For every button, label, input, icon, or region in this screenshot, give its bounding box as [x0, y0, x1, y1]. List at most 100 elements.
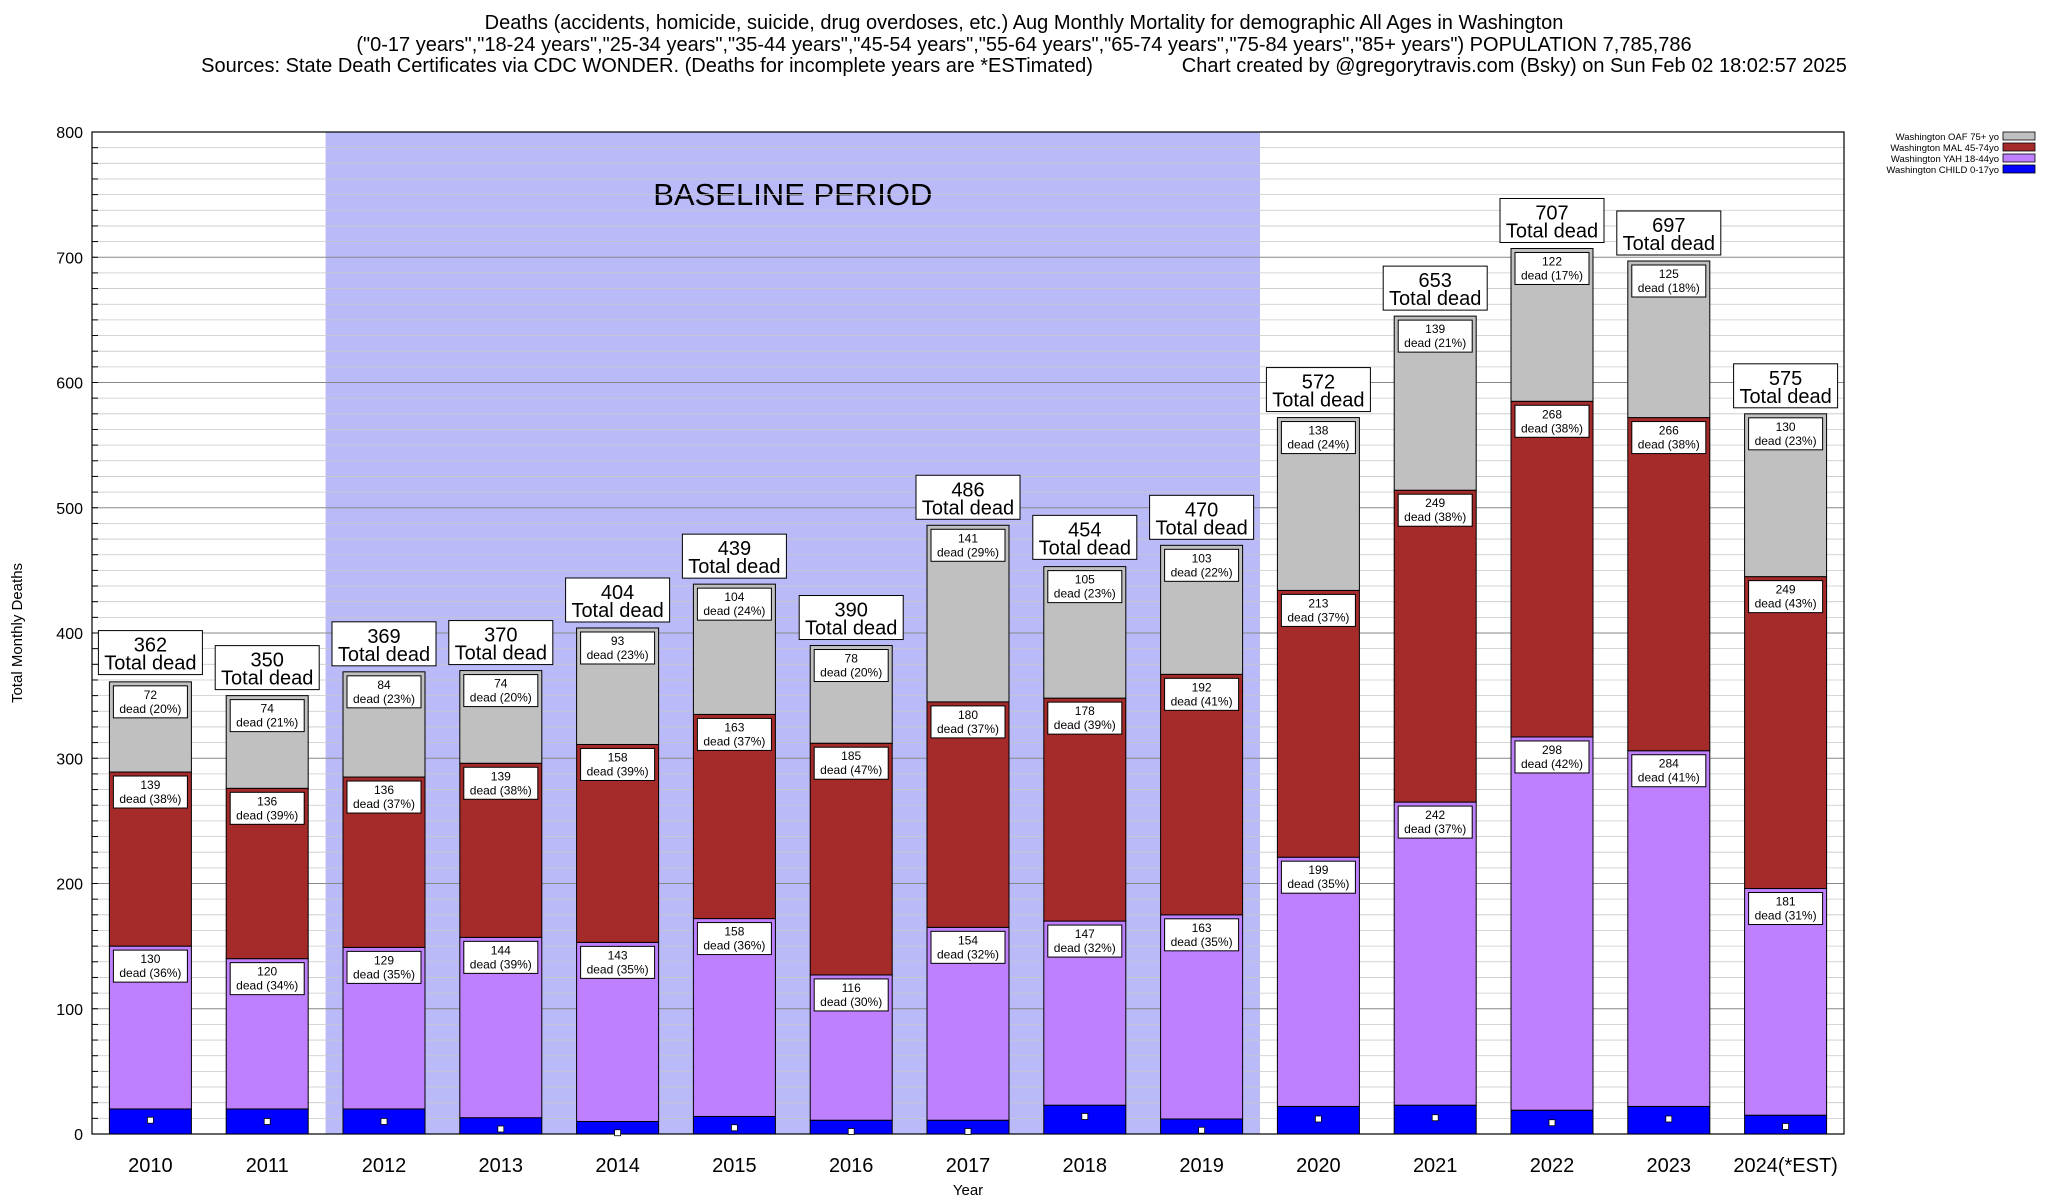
- segment-label-pct: dead (36%): [703, 939, 765, 953]
- total-label-box: [1616, 210, 1722, 256]
- segment-label-box: [229, 962, 305, 996]
- segment-label-box: [112, 685, 188, 719]
- total-label-text: Total dead: [1739, 386, 1831, 408]
- segment-label-box: [580, 631, 656, 665]
- total-label-text: Total dead: [104, 653, 196, 675]
- segment-label-count: 266: [1659, 424, 1679, 438]
- child-marker: [263, 1118, 271, 1125]
- segment-label-pct: dead (39%): [470, 957, 532, 971]
- total-label-value: 470: [1185, 499, 1218, 521]
- child-marker: [497, 1125, 505, 1133]
- child-marker: [1431, 1114, 1439, 1122]
- y-tick-label: 500: [56, 501, 83, 518]
- segment-label-pct: dead (17%): [1521, 268, 1583, 282]
- y-tick-label: 200: [56, 877, 83, 894]
- child-marker: [146, 1116, 154, 1124]
- total-label-box: [1265, 367, 1371, 413]
- child-marker: [1081, 1113, 1089, 1120]
- segment-label-count: 144: [491, 943, 511, 957]
- segment-label-pct: dead (35%): [1287, 877, 1349, 891]
- total-label-value: 404: [601, 582, 634, 604]
- segment-label-box: [346, 950, 422, 984]
- legend-swatch: [2002, 164, 2036, 174]
- x-tick-label: 2020: [1296, 1155, 1341, 1177]
- segment-label-pct: dead (39%): [587, 764, 649, 778]
- y-tick-label: 800: [56, 125, 83, 142]
- x-tick-label: 2016: [829, 1155, 874, 1177]
- bar-segment: [1744, 576, 1828, 890]
- segment-label-count: 249: [1425, 496, 1445, 510]
- segment-label-box: [463, 674, 539, 708]
- segment-label-pct: dead (36%): [119, 966, 181, 980]
- total-label-box: [1149, 494, 1255, 540]
- segment-label-box: [1514, 404, 1590, 438]
- segment-label-pct: dead (35%): [353, 967, 415, 981]
- total-label-box: [1032, 514, 1138, 560]
- segment-label-count: 93: [611, 634, 625, 648]
- bar-segment: [1160, 673, 1244, 916]
- segment-label-count: 74: [494, 677, 508, 691]
- segment-label-pct: dead (37%): [1404, 822, 1466, 836]
- segment-label-count: 104: [724, 590, 744, 604]
- total-label-box: [331, 621, 437, 667]
- segment-label-box: [1748, 892, 1824, 926]
- x-tick-label: 2021: [1413, 1155, 1458, 1177]
- segment-label-pct: dead (31%): [1755, 909, 1817, 923]
- segment-label-box: [346, 675, 422, 709]
- total-label-value: 362: [134, 635, 167, 657]
- total-label-text: Total dead: [1272, 390, 1364, 412]
- x-tick-label: 2017: [946, 1155, 991, 1177]
- segment-label-count: 122: [1542, 254, 1562, 268]
- segment-label-box: [1164, 918, 1240, 952]
- segment-label-box: [813, 978, 889, 1012]
- segment-label-count: 136: [257, 794, 277, 808]
- segment-label-box: [1397, 319, 1473, 353]
- segment-label-count: 147: [1075, 927, 1095, 941]
- segment-label-pct: dead (32%): [1054, 941, 1116, 955]
- segment-label-pct: dead (42%): [1521, 757, 1583, 771]
- segment-label-pct: dead (37%): [937, 722, 999, 736]
- total-label-value: 575: [1769, 368, 1802, 390]
- segment-label-box: [1397, 493, 1473, 527]
- segment-label-pct: dead (38%): [1638, 438, 1700, 452]
- segment-label-box: [1164, 548, 1240, 582]
- segment-label-count: 130: [140, 952, 160, 966]
- child-marker: [731, 1124, 738, 1132]
- segment-label-count: 105: [1075, 573, 1095, 587]
- child-marker: [847, 1128, 855, 1135]
- child-marker: [1198, 1126, 1205, 1134]
- total-label-value: 454: [1068, 519, 1101, 541]
- segment-label-box: [1514, 251, 1590, 285]
- segment-label-count: 72: [144, 688, 158, 702]
- bar-segment: [1510, 736, 1594, 1111]
- total-label-box: [798, 595, 904, 641]
- segment-label-pct: dead (29%): [937, 545, 999, 559]
- x-tick-label: 2022: [1530, 1155, 1575, 1177]
- bar-segment: [1627, 750, 1711, 1107]
- y-tick-label: 400: [56, 626, 83, 643]
- segment-label-box: [1631, 421, 1707, 455]
- total-label-text: Total dead: [338, 644, 430, 666]
- segment-label-box: [930, 705, 1006, 739]
- segment-label-count: 136: [374, 783, 394, 797]
- total-label-box: [1733, 363, 1839, 409]
- x-axis-title: Year: [953, 1182, 983, 1199]
- segment-label-box: [696, 717, 772, 751]
- segment-label-box: [1280, 593, 1356, 627]
- segment-label-count: 139: [1425, 322, 1445, 336]
- segment-label-count: 268: [1542, 407, 1562, 421]
- segment-label-count: 154: [958, 933, 978, 947]
- segment-label-box: [463, 766, 539, 800]
- legend-label: Washington CHILD 0-17yo: [1886, 165, 1999, 176]
- segment-label-pct: dead (41%): [1171, 694, 1233, 708]
- bar-segment: [1043, 697, 1127, 922]
- segment-label-pct: dead (41%): [1638, 771, 1700, 785]
- segment-label-pct: dead (23%): [353, 692, 415, 706]
- segment-label-box: [1631, 264, 1707, 298]
- segment-label-pct: dead (37%): [1287, 610, 1349, 624]
- segment-label-box: [229, 791, 305, 825]
- segment-label-pct: dead (24%): [1287, 438, 1349, 452]
- segment-label-count: 143: [608, 948, 628, 962]
- segment-label-pct: dead (38%): [119, 792, 181, 806]
